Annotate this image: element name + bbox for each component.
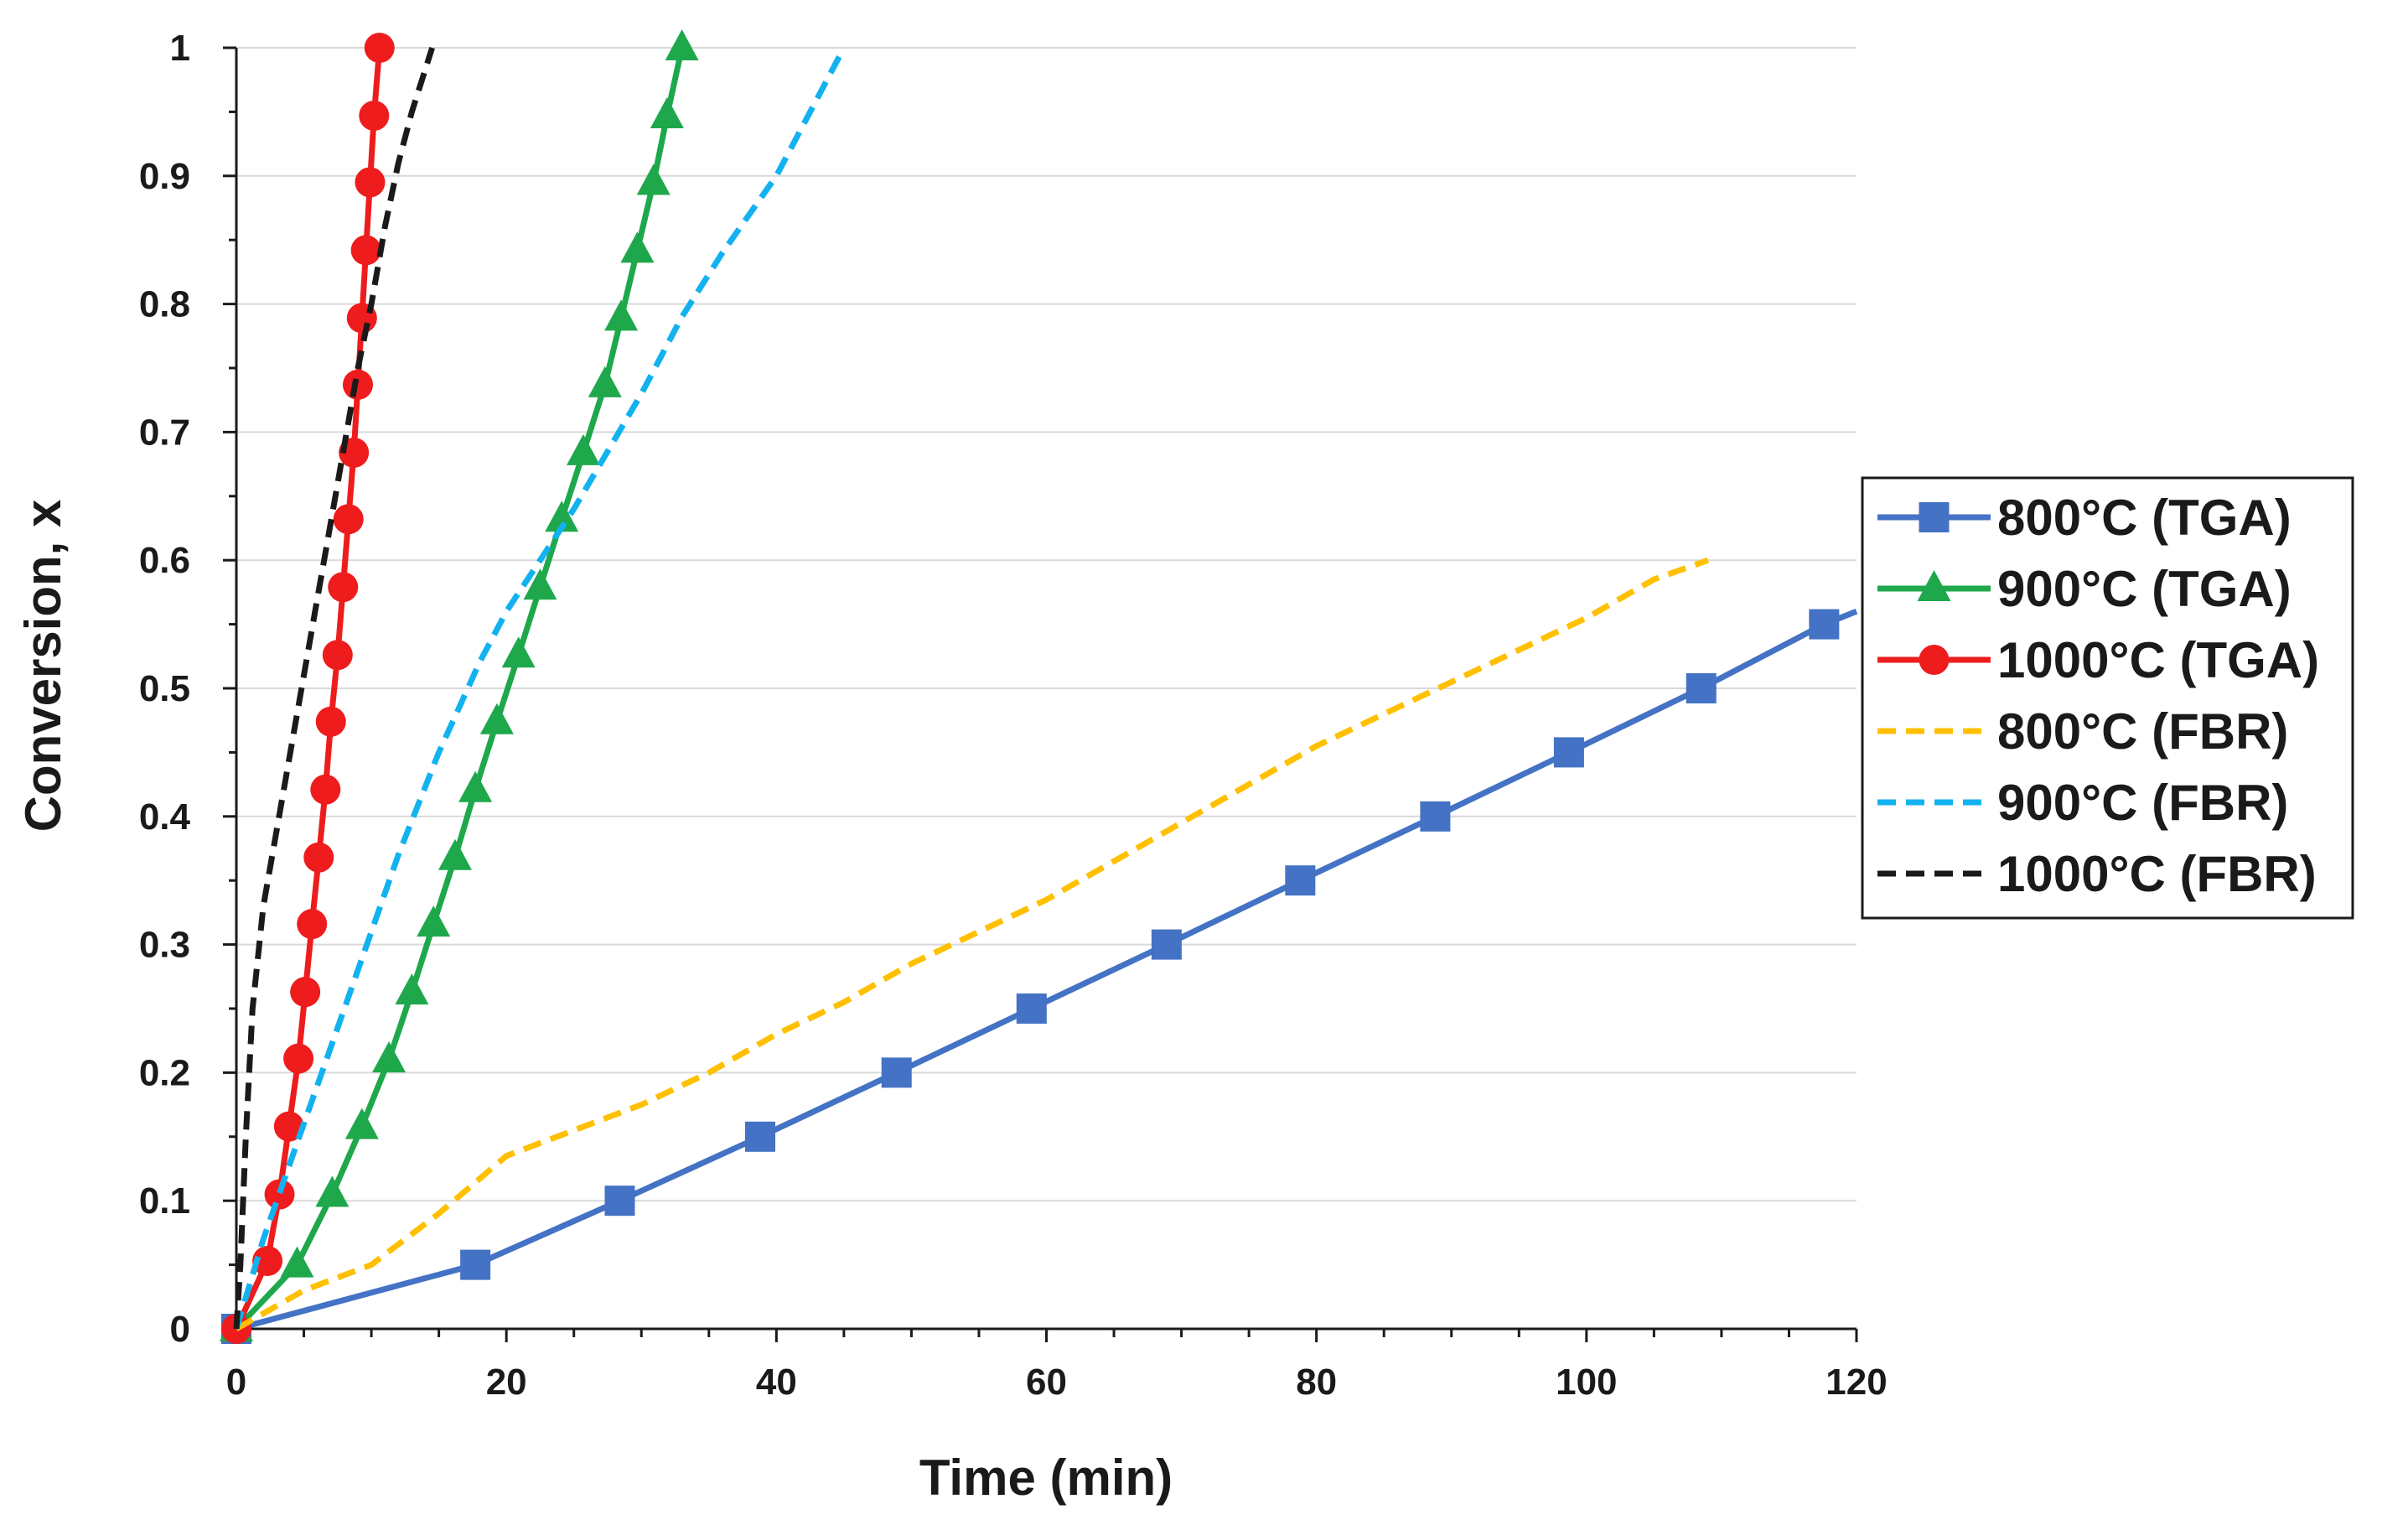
data-point [344,1108,379,1139]
y-tick-label: 0.6 [139,540,190,581]
data-point [322,640,353,671]
x-tick-labels: 0 20 40 60 80 100 120 [226,1362,1888,1403]
legend-label: 900°C (FBR) [1997,775,2288,831]
data-point [417,905,451,937]
data-point [310,774,341,805]
legend-item: 1000°C (TGA) [1877,632,2319,688]
data-point [604,1185,635,1217]
y-tick-label: 0 [170,1309,190,1350]
y-tick-labels: 0 0.1 0.2 0.3 0.4 0.5 0.6 0.7 0.8 0.9 1 [139,28,191,1350]
legend-item: 900°C (TGA) [1877,561,2291,617]
legend-label: 800°C (TGA) [1997,490,2291,546]
data-point [479,703,514,734]
y-tick-label: 0.5 [139,668,190,709]
legend-marker [1919,645,1950,675]
data-point [280,1246,314,1278]
legend-item: 800°C (TGA) [1877,490,2291,546]
x-axis-title: Time (min) [919,1450,1173,1506]
x-tick-label: 60 [1026,1362,1067,1403]
data-point [460,1249,491,1280]
data-point [1420,801,1451,832]
data-point [1016,993,1047,1024]
y-tick-label: 0.2 [139,1052,190,1093]
data-point [355,167,386,198]
data-point [1809,609,1840,640]
y-tick-label: 0.7 [139,412,190,453]
legend-label: 800°C (FBR) [1997,703,2288,760]
x-tick-label: 20 [486,1362,527,1403]
data-point [604,299,639,331]
data-point [252,1246,283,1277]
data-point [364,33,395,63]
data-point [350,235,381,266]
data-point [359,100,390,131]
legend-label: 1000°C (TGA) [1997,632,2319,688]
data-point [636,163,671,195]
data-point [1686,673,1717,703]
x-tick-label: 120 [1825,1362,1887,1403]
legend-marker [1919,502,1950,532]
x-tick-label: 0 [226,1362,246,1403]
data-point [395,973,429,1005]
y-tick-label: 0.8 [139,284,190,325]
data-point [438,838,472,870]
series-line [235,557,1709,1332]
data-point [315,706,346,737]
legend-marker [1917,570,1951,601]
data-point [315,1175,350,1207]
data-point [881,1057,912,1088]
legend-item: 800°C (FBR) [1877,703,2288,760]
data-point [523,568,557,600]
data-point [1151,929,1182,960]
series-line [233,46,847,1331]
y-tick-label: 0.3 [139,925,190,966]
x-tick-label: 80 [1296,1362,1337,1403]
x-tick-label: 100 [1556,1362,1617,1403]
y-tick-label: 0.9 [139,156,190,197]
series-0 [221,609,1858,1344]
data-point [290,977,321,1008]
data-point [273,1111,304,1142]
data-point [1285,865,1316,896]
legend-label: 1000°C (FBR) [1997,846,2317,902]
data-point [1553,737,1584,768]
data-point [650,96,684,128]
legend-item: 1000°C (FBR) [1877,846,2317,902]
data-point [501,636,536,668]
data-point [328,572,359,603]
y-tick-label: 1 [170,28,190,69]
data-point [372,1041,407,1073]
y-axis-title: Conversion, x [15,500,71,833]
y-tick-label: 0.1 [139,1180,190,1222]
data-point [545,501,579,532]
data-point [665,29,699,60]
legend-item: 900°C (FBR) [1877,775,2288,831]
series-layer [220,29,1858,1344]
gridlines [236,47,1856,1202]
data-point [264,1179,295,1210]
data-point [745,1121,776,1152]
legend-entries: 800°C (TGA) 900°C (TGA) 1000°C (TGA) 800°C … [1877,490,2319,902]
legend-box [1861,476,2354,920]
data-point [588,366,622,397]
axes [223,46,1858,1342]
data-point [333,504,364,535]
data-point [283,1043,314,1074]
data-point [458,770,493,802]
series-1 [220,29,699,1341]
data-point [620,231,655,263]
data-point [303,842,334,873]
x-tick-label: 40 [756,1362,797,1403]
data-point [566,433,600,465]
series-3 [235,557,1709,1332]
legend: 800°C (TGA) 900°C (TGA) 1000°C (TGA) 800°C … [1861,476,2354,920]
data-point [297,909,328,940]
legend-label: 900°C (TGA) [1997,561,2291,617]
series-4 [233,46,847,1331]
y-tick-label: 0.4 [139,796,191,838]
